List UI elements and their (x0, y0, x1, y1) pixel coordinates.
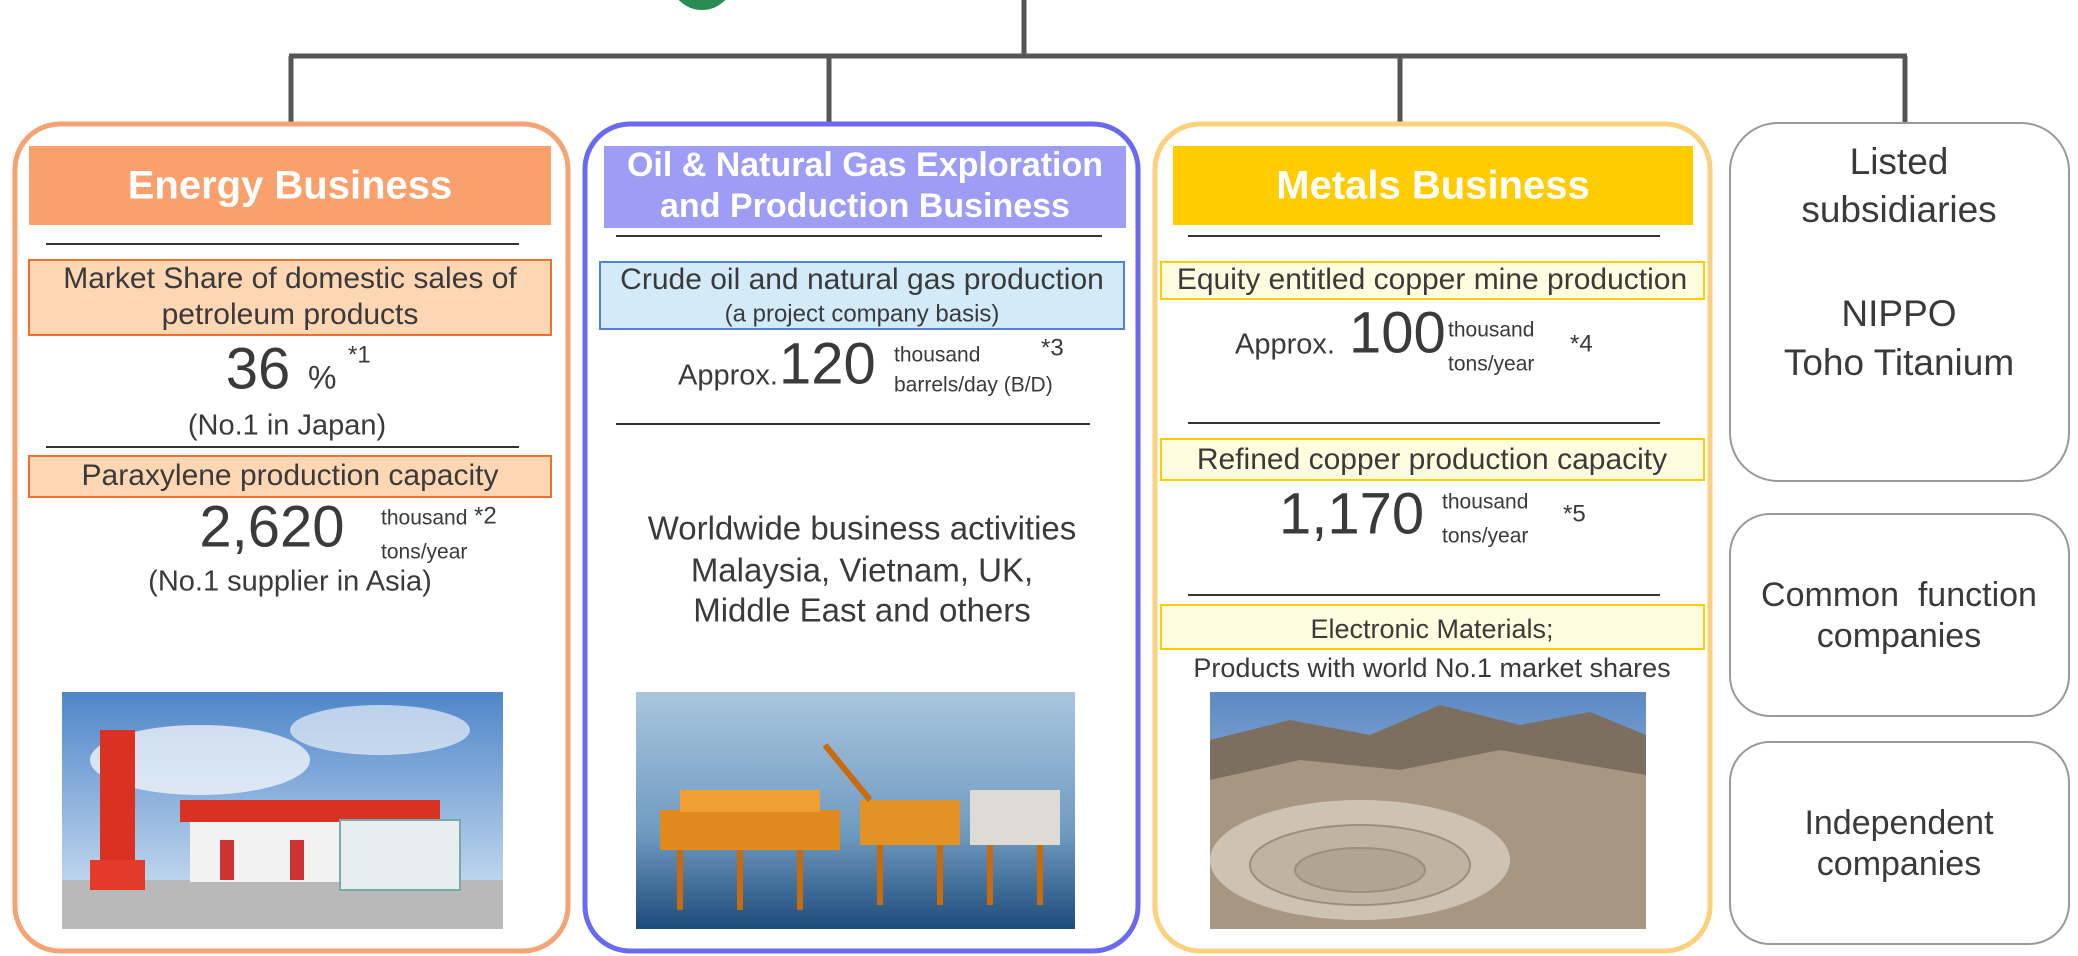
listed-title: subsidiaries (1801, 189, 1996, 230)
px-note: *2 (474, 502, 497, 529)
common-panel (1730, 514, 2069, 716)
diagram: Energy Business Market Share of domestic… (0, 0, 2078, 956)
common-label: companies (1817, 617, 1981, 655)
metals-title: Metals Business (1276, 164, 1589, 208)
mine-note: *4 (1570, 330, 1593, 357)
share-rank: (No.1 in Japan) (188, 410, 386, 442)
px-label: Paraxylene production capacity (82, 459, 499, 492)
refined-unit: tons/year (1442, 525, 1528, 548)
independent-label: Independent (1804, 804, 1994, 842)
activities: Worldwide business activities (648, 510, 1077, 547)
connector (289, 0, 1907, 122)
electronic-label: Electronic Materials; (1310, 614, 1553, 644)
share-label: petroleum products (162, 298, 419, 331)
oil-platform-photo (636, 692, 1075, 929)
logo-circle (670, 0, 734, 10)
prod-note: *3 (1041, 334, 1064, 361)
listed-name: NIPPO (1841, 293, 1956, 334)
refined-unit: thousand (1442, 491, 1528, 514)
mine-unit: thousand (1448, 319, 1534, 342)
oil-title: Oil & Natural Gas Exploration (627, 146, 1103, 184)
mine-label: Equity entitled copper mine production (1177, 263, 1687, 296)
page: { "energy": { "title": "Energy Business"… (0, 0, 2078, 956)
electronic-sub: Products with world No.1 market shares (1193, 653, 1670, 683)
px-unit: thousand (381, 507, 467, 530)
mine-unit: tons/year (1448, 353, 1534, 376)
prod-unit: thousand (894, 344, 980, 367)
listed-title: Listed (1850, 141, 1949, 182)
mine-value: 100 (1349, 300, 1446, 365)
mine-photo (1210, 692, 1646, 929)
activities: Middle East and others (693, 592, 1031, 629)
activities: Malaysia, Vietnam, UK, (691, 552, 1033, 589)
share-label: Market Share of domestic sales of (63, 262, 517, 295)
prod-unit: barrels/day (B/D) (894, 374, 1053, 397)
share-unit: % (308, 359, 336, 395)
refined-value: 1,170 (1279, 481, 1424, 546)
gas-station-photo (62, 692, 503, 929)
prod-value: 120 (779, 331, 876, 396)
independent-panel (1730, 742, 2069, 944)
prod-sub: (a project company basis) (725, 300, 1000, 327)
share-note: *1 (348, 341, 371, 368)
listed-name: Toho Titanium (1784, 342, 2014, 383)
prod-prefix: Approx. (678, 360, 778, 392)
prod-label: Crude oil and natural gas production (620, 263, 1104, 296)
energy-title: Energy Business (128, 164, 453, 208)
mine-prefix: Approx. (1235, 329, 1335, 361)
refined-note: *5 (1563, 500, 1586, 527)
oil-title: and Production Business (660, 187, 1070, 225)
common-label: Common function (1761, 576, 2037, 614)
share-value: 36 (226, 336, 291, 401)
px-rank: (No.1 supplier in Asia) (148, 566, 432, 598)
px-value: 2,620 (199, 494, 344, 559)
refined-label: Refined copper production capacity (1197, 443, 1667, 476)
independent-label: companies (1817, 845, 1981, 883)
px-unit: tons/year (381, 541, 467, 564)
